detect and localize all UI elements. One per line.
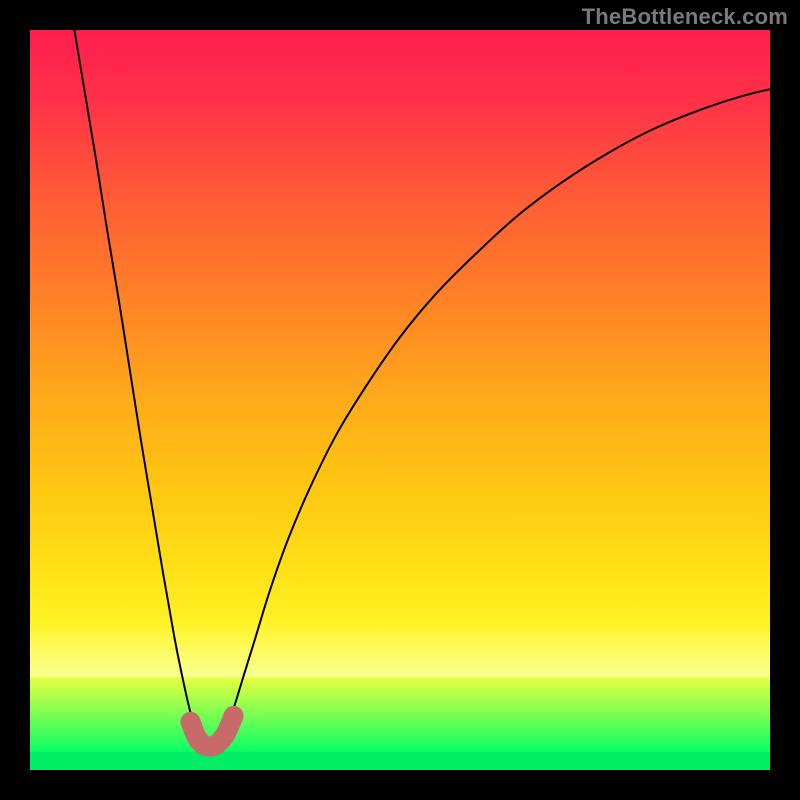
watermark-text: TheBottleneck.com bbox=[582, 4, 788, 30]
plot-area bbox=[30, 30, 770, 770]
trough-markers bbox=[30, 30, 770, 770]
chart-stage: TheBottleneck.com bbox=[0, 0, 800, 800]
